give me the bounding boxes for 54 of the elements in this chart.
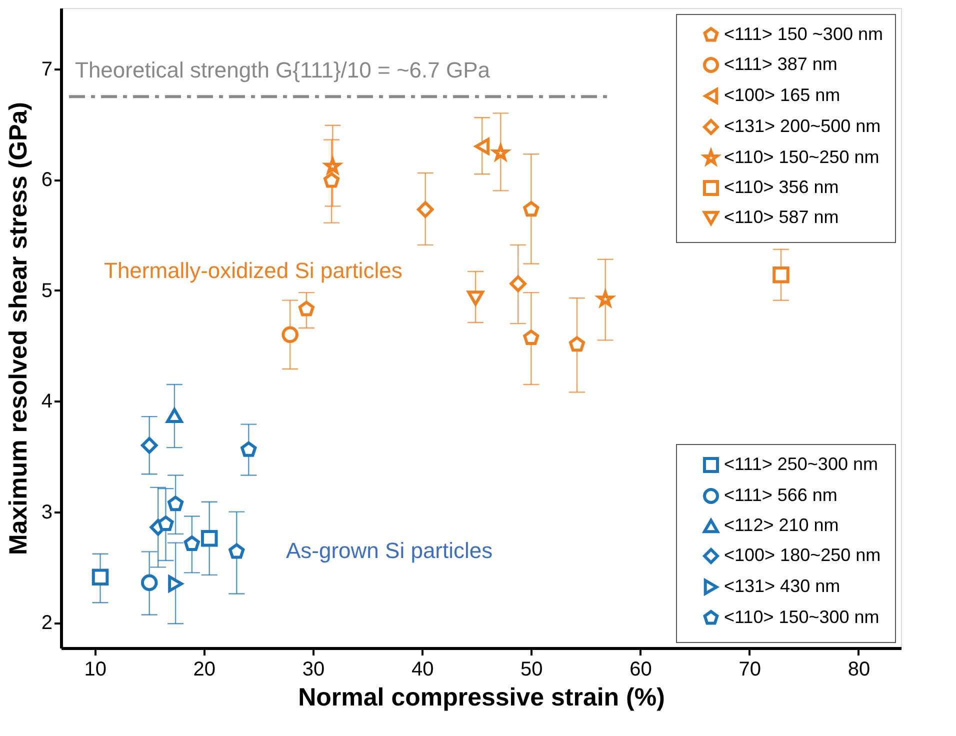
- point: [158, 516, 174, 532]
- point: [282, 326, 298, 344]
- x-tick-label: 80: [848, 658, 870, 680]
- x-tick-label: 70: [738, 658, 761, 680]
- annotation: As-grown Si particles: [286, 538, 493, 563]
- legend-label: <131> 200~500 nm: [724, 116, 881, 136]
- legend-label: <112> 210 nm: [724, 515, 839, 535]
- point: [240, 441, 257, 457]
- point: [323, 172, 340, 188]
- x-tick-label: 20: [193, 658, 216, 680]
- point: [474, 138, 490, 155]
- point: [167, 496, 184, 512]
- point: [523, 330, 540, 346]
- x-tick-label: 60: [630, 658, 652, 680]
- point: [140, 574, 158, 592]
- point: [510, 275, 526, 292]
- legend-label: <111> 250~300 nm: [724, 454, 878, 474]
- legend-label: <111> 566 nm: [724, 485, 838, 505]
- point: [228, 543, 245, 559]
- point: [467, 290, 484, 306]
- point: [184, 536, 200, 551]
- y-tick-label: 4: [41, 390, 52, 413]
- point: [168, 575, 184, 592]
- point: [523, 201, 540, 217]
- legend-label: <100> 180~250 nm: [724, 545, 881, 565]
- legend-label: <131> 430 nm: [724, 576, 840, 596]
- y-tick-label: 5: [41, 280, 52, 302]
- annotation: Thermally-oxidized Si particles: [104, 258, 402, 283]
- x-tick-label: 50: [520, 658, 543, 680]
- point: [140, 436, 158, 454]
- point: [200, 530, 218, 547]
- point: [298, 300, 315, 316]
- point: [92, 568, 109, 586]
- point: [166, 408, 183, 423]
- point: [772, 266, 790, 284]
- y-tick-label: 6: [41, 169, 52, 192]
- x-tick-label: 10: [84, 658, 106, 680]
- legend-label: <111> 150 ~300 nm: [724, 24, 883, 44]
- ref-line-label: Theoretical strength G{111}/10 = ~6.7 GPa: [75, 58, 491, 83]
- point: [416, 201, 434, 218]
- x-axis-title: Normal compressive strain (%): [298, 684, 665, 712]
- legend-label: <110> 587 nm: [724, 207, 839, 227]
- y-axis-title: Maximum resolved shear stress (GPa): [4, 102, 32, 555]
- legend-label: <111> 387 nm: [724, 54, 838, 74]
- y-tick-label: 3: [41, 501, 52, 524]
- legend-label: <110> 150~250 nm: [724, 147, 880, 167]
- x-tick-label: 40: [411, 658, 434, 680]
- y-tick-label: 7: [41, 58, 52, 80]
- y-tick-label: 2: [41, 612, 52, 634]
- x-tick-label: 30: [302, 658, 325, 680]
- legend-label: <110> 150~300 nm: [724, 607, 880, 627]
- point: [568, 336, 586, 352]
- legend-label: <110> 356 nm: [724, 177, 839, 197]
- legend-label: <100> 165 nm: [724, 85, 840, 105]
